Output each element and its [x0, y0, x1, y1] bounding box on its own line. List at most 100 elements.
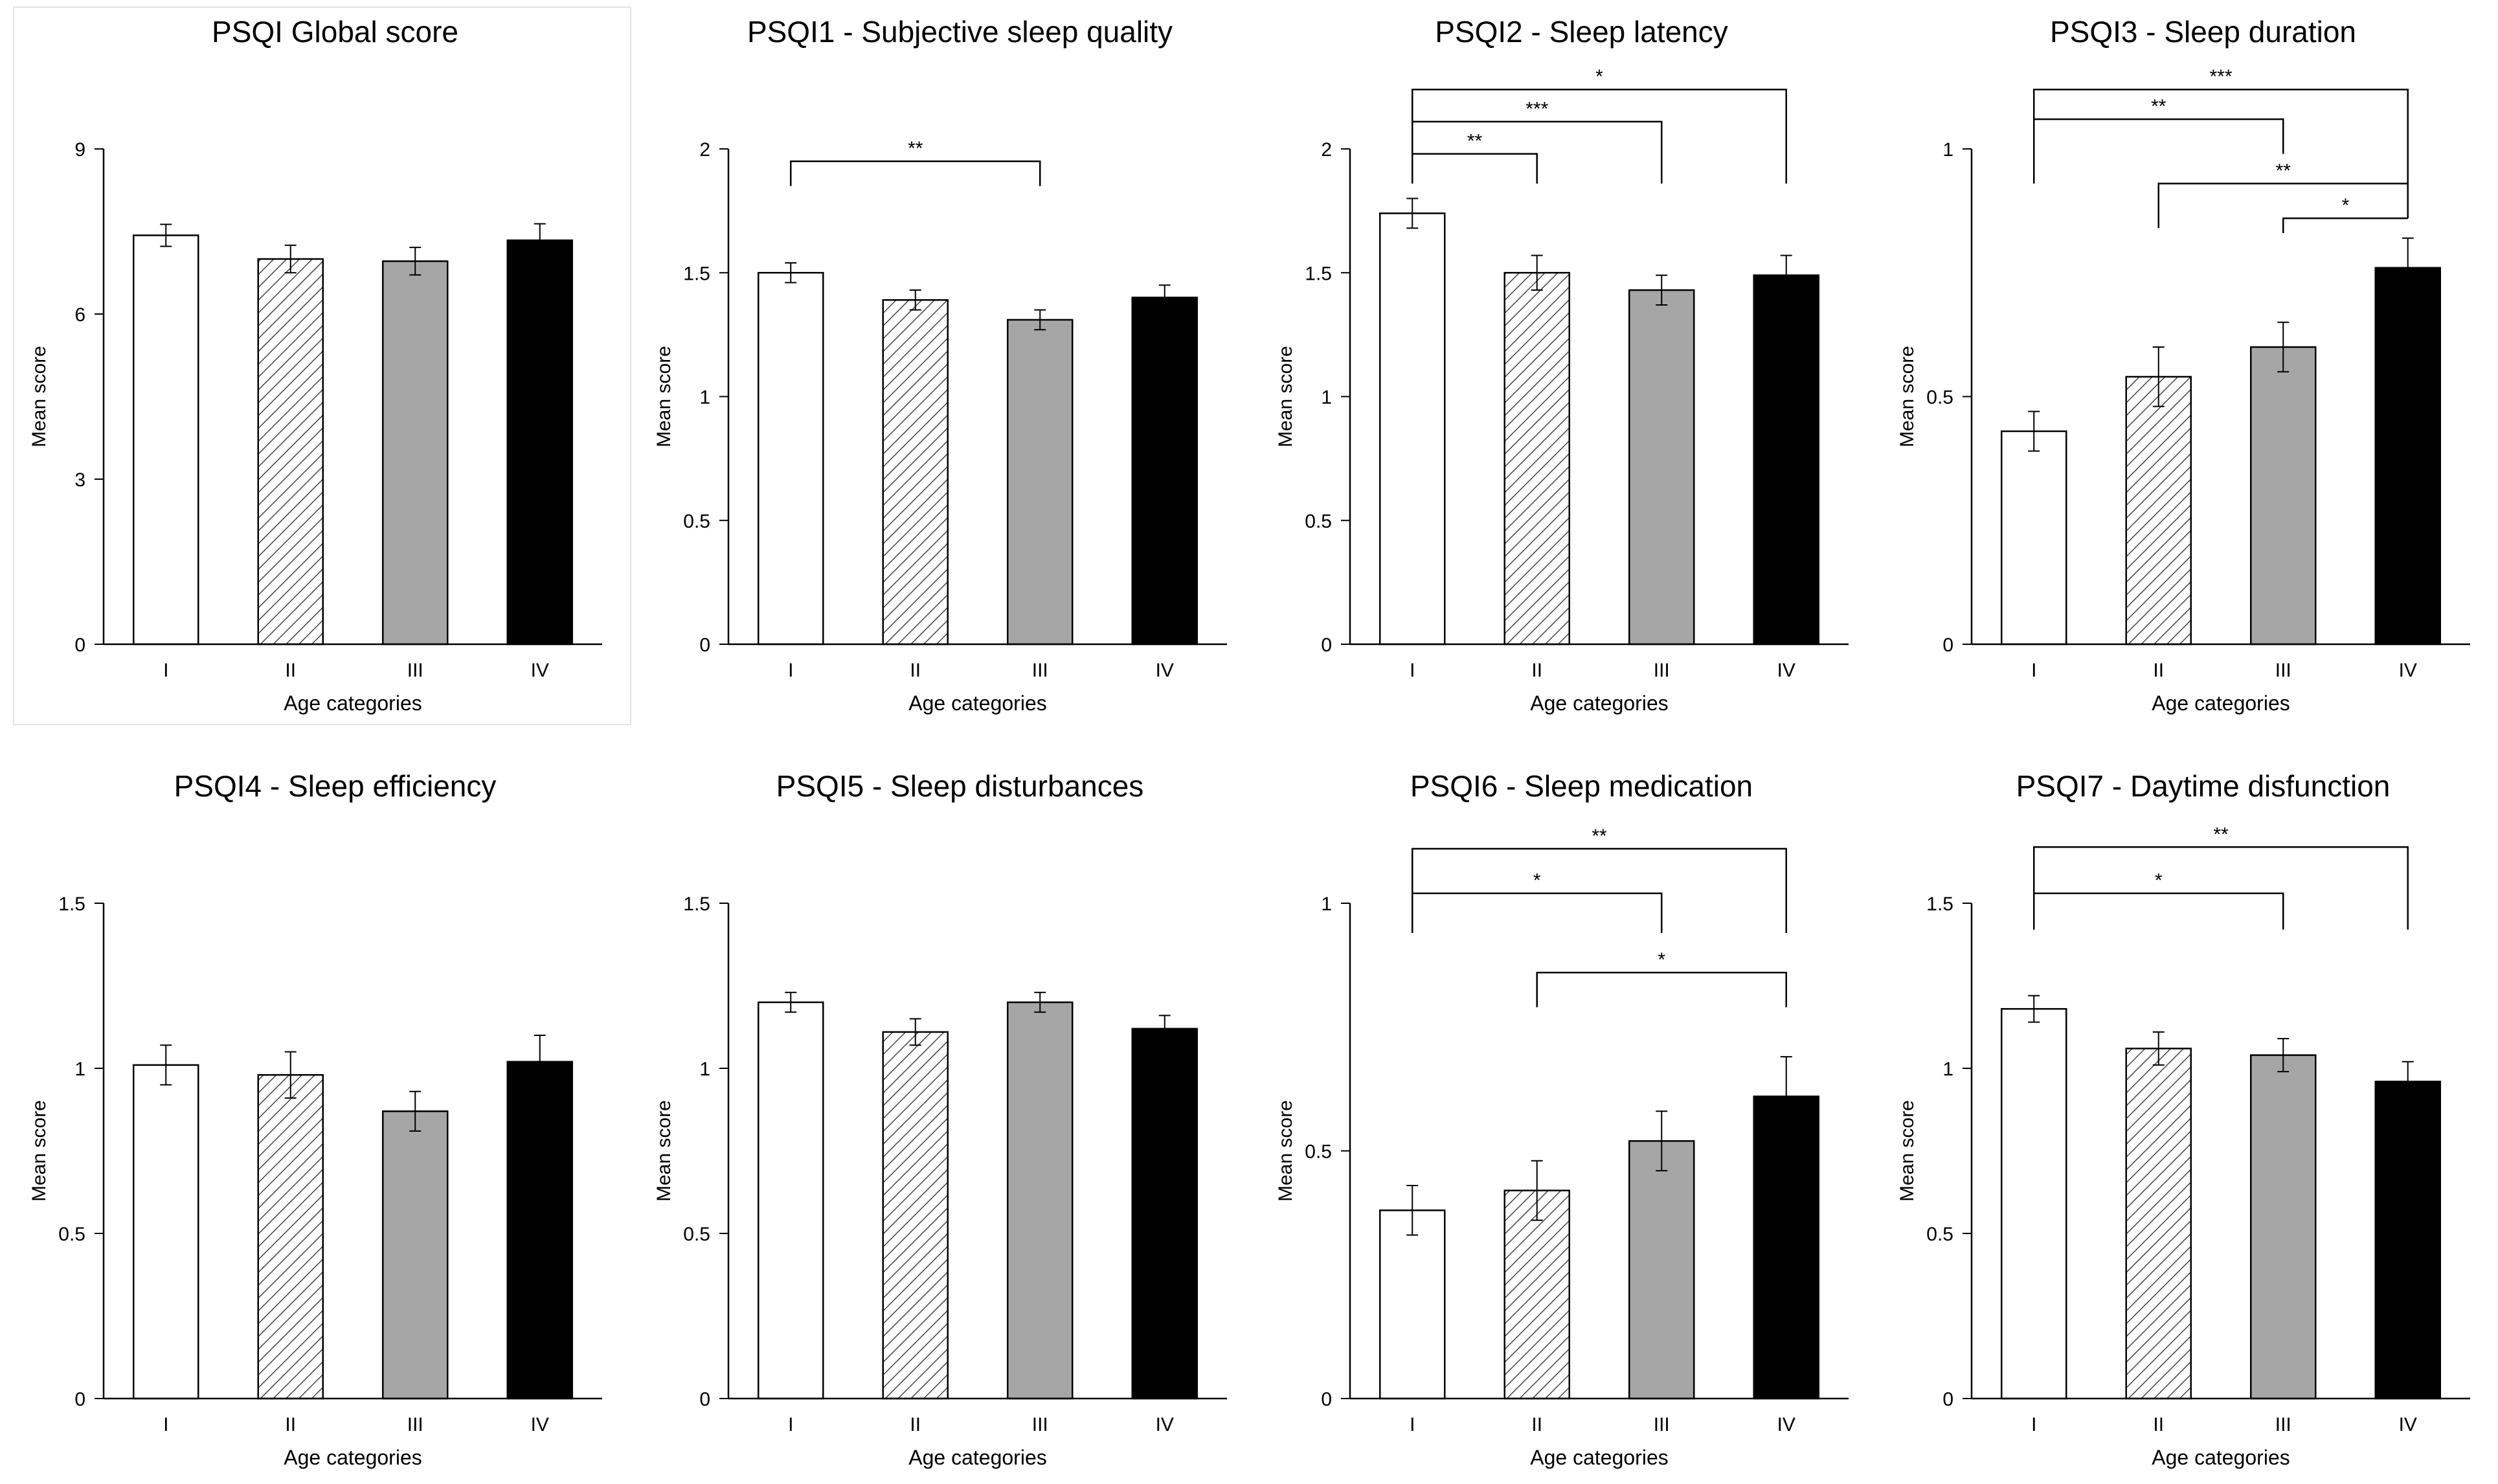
error-bar-I [1406, 1185, 1419, 1236]
x-tick-label: I [163, 660, 168, 681]
bar-I [1379, 212, 1446, 646]
bar-IV [2374, 267, 2441, 646]
error-bar-IV [2402, 237, 2414, 298]
chart-panel-5: PSQI4 - Sleep efficiency Mean score Age ca… [13, 761, 631, 1479]
bar-I [133, 234, 199, 646]
chart-panel-2: PSQI1 - Subjective sleep quality Mean sco… [638, 6, 1256, 725]
significance-bracket: * [1412, 66, 1787, 184]
y-tick-label: 1.5 [58, 894, 85, 915]
y-tick-label: 0 [1942, 635, 1953, 656]
significance-bracket: ** [2033, 824, 2409, 930]
chart-svg: PSQI5 - Sleep disturbances Mean score Age … [653, 769, 1227, 1469]
chart-svg: PSQI1 - Subjective sleep quality Mean sco… [653, 15, 1227, 715]
x-tick-label: II [285, 660, 296, 681]
significance-bracket: *** [2033, 66, 2409, 184]
error-bar-I [2028, 995, 2040, 1023]
bar-I [758, 1001, 824, 1400]
y-tick-label: 1 [1942, 139, 1953, 161]
significance-bracket: ** [2033, 96, 2284, 184]
x-tick-label: IV [1777, 660, 1795, 681]
significance-bracket: * [1536, 949, 1787, 1007]
x-tick-label: I [788, 660, 793, 681]
y-tick-label: 0 [74, 635, 85, 656]
x-tick-label: II [910, 660, 921, 681]
error-bar-IV [534, 1035, 546, 1089]
error-bar-II [2152, 346, 2165, 407]
x-tick-label: I [1410, 1414, 1415, 1435]
x-axis-label: Age categories [284, 691, 422, 715]
x-tick-label: III [2275, 660, 2291, 681]
bar-II [257, 1074, 324, 1400]
significance-label: * [2155, 870, 2163, 892]
chart-svg: PSQI2 - Sleep latency Mean score Age categ… [1275, 15, 1849, 715]
y-tick-label: 1 [74, 1059, 85, 1080]
error-bar-III [1034, 991, 1046, 1013]
y-tick-label: 1.5 [683, 263, 710, 284]
chart-svg: PSQI Global score Mean score Age categorie… [28, 15, 602, 715]
bar-III [1007, 1001, 1074, 1400]
chart-title: PSQI Global score [212, 15, 458, 49]
error-bar-II [284, 1051, 297, 1099]
bar-II [882, 1031, 949, 1400]
error-bar-III [2277, 321, 2290, 373]
x-tick-label: I [2031, 660, 2036, 681]
x-tick-label: III [1654, 1414, 1670, 1435]
y-axis-label: Mean score [653, 1100, 675, 1202]
x-axis-label: Age categories [1530, 691, 1668, 715]
error-bar-I [785, 991, 797, 1013]
bar-IV [1753, 274, 1819, 646]
bar-I [2001, 430, 2067, 646]
x-tick-label: I [1410, 660, 1415, 681]
chart-panel-3: PSQI2 - Sleep latency Mean score Age categ… [1259, 6, 1878, 725]
y-tick-label: 0.5 [1926, 1224, 1953, 1245]
chart-svg: PSQI4 - Sleep efficiency Mean score Age ca… [28, 769, 602, 1469]
x-tick-label: IV [1156, 1414, 1174, 1435]
y-tick-label: 0.5 [1305, 511, 1332, 532]
error-bar-II [909, 1018, 921, 1046]
y-tick-label: 0 [1321, 635, 1332, 656]
x-tick-label: III [1032, 660, 1048, 681]
x-axis-label: Age categories [1530, 1446, 1668, 1469]
bar-IV [1131, 297, 1198, 646]
x-tick-label: I [788, 1414, 793, 1435]
bar-II [882, 299, 949, 646]
y-tick-label: 0.5 [1926, 387, 1953, 409]
error-bar-IV [1780, 1056, 1792, 1137]
chart-panel-8: PSQI7 - Daytime disfunction Mean score Age… [1881, 761, 2498, 1479]
error-bar-III [409, 247, 422, 276]
error-bar-III [1656, 1110, 1668, 1172]
significance-bracket: ** [790, 138, 1041, 186]
x-tick-label: IV [531, 660, 549, 681]
bar-I [133, 1064, 199, 1400]
y-tick-label: 1.5 [1926, 894, 1953, 915]
y-tick-label: 0 [74, 1389, 85, 1410]
significance-bracket: * [1412, 870, 1663, 933]
bar-III [2250, 1054, 2317, 1400]
x-tick-label: I [163, 1414, 168, 1435]
error-bar-II [1531, 1160, 1543, 1221]
error-bar-IV [1780, 254, 1792, 296]
x-tick-label: IV [2399, 1414, 2417, 1435]
y-tick-label: 0 [1942, 1389, 1953, 1410]
x-tick-label: III [1032, 1414, 1048, 1435]
x-tick-label: II [285, 1414, 296, 1435]
significance-label: * [1595, 66, 1603, 87]
significance-label: ** [2213, 824, 2229, 845]
error-bar-II [1531, 254, 1543, 291]
x-axis-label: Age categories [908, 691, 1046, 715]
error-bar-III [2277, 1038, 2290, 1073]
y-tick-label: 2 [699, 139, 710, 161]
y-tick-label: 0.5 [683, 511, 710, 532]
y-tick-label: 0.5 [683, 1224, 710, 1245]
y-tick-label: 1 [699, 387, 710, 409]
chart-panel-7: PSQI6 - Sleep medication Mean score Age ca… [1259, 761, 1878, 1479]
significance-label: * [2342, 195, 2350, 216]
significance-label: *** [1525, 98, 1548, 120]
y-axis-label: Mean score [28, 1100, 50, 1202]
bar-II [2125, 376, 2192, 646]
x-tick-label: III [1654, 660, 1670, 681]
y-tick-label: 6 [74, 304, 85, 326]
y-axis-label: Mean score [653, 346, 675, 447]
chart-panel-1: PSQI Global score Mean score Age categorie… [13, 6, 631, 725]
